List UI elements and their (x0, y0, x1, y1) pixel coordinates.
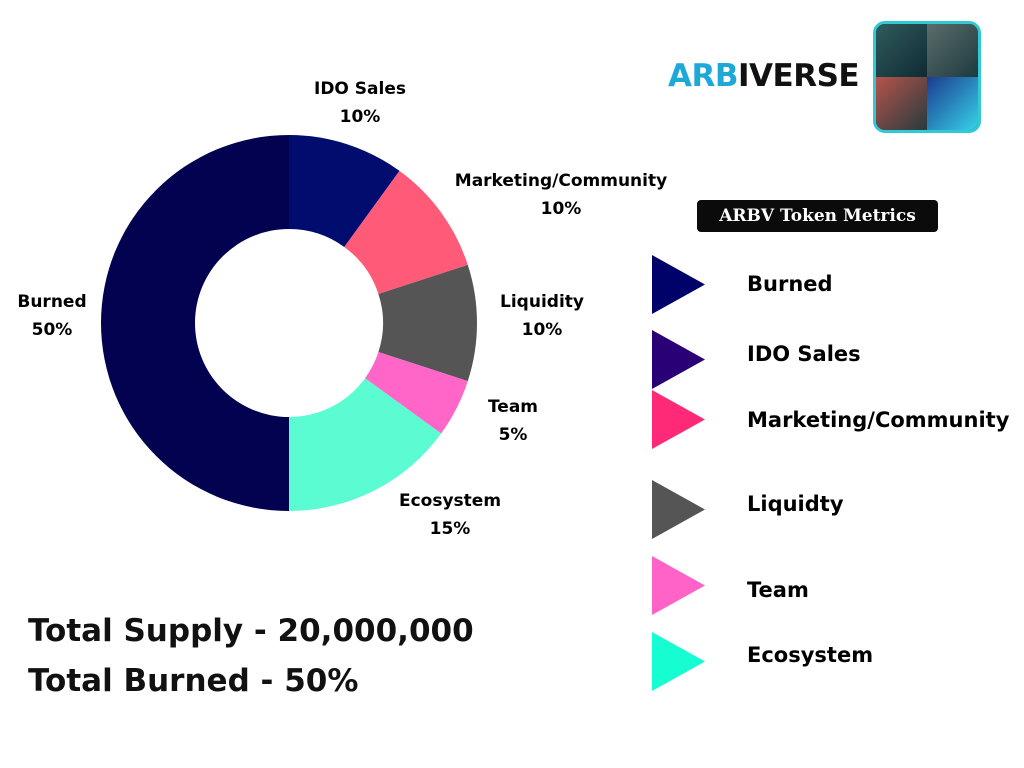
slice-value-ecosystem: 15% (429, 519, 471, 539)
total-burned-text: Total Burned - 50% (28, 663, 359, 699)
logo-tile-icon (927, 77, 978, 130)
brand-name-rest: IVERSE (738, 58, 860, 94)
slice-label-ido-sales: IDO Sales 10% (305, 75, 415, 131)
legend-label-marketing: Marketing/Community (747, 408, 1010, 432)
slice-label-marketing: Marketing/Community 10% (442, 167, 680, 223)
slice-value-team: 5% (498, 425, 528, 445)
legend-markers (652, 255, 705, 691)
slice-value-ido-sales: 10% (339, 107, 381, 127)
legend-marker-ecosystem (652, 632, 705, 691)
slice-value-liquidity: 10% (521, 320, 563, 340)
slice-label-team: Team 5% (478, 393, 548, 449)
brand-name-accent: ARB (668, 58, 739, 94)
legend-label-liquidity: Liquidty (747, 492, 844, 516)
slice-label-ecosystem: Ecosystem 15% (388, 487, 512, 543)
legend-label-burned: Burned (747, 272, 833, 296)
legend-marker-liquidty (652, 480, 705, 539)
slice-name-marketing: Marketing/Community (454, 171, 668, 191)
legend-marker-marketing-community (652, 390, 705, 449)
donut-slice-burned (101, 135, 289, 511)
donut-slice-liquidity (378, 264, 477, 382)
legend-label-ido-sales: IDO Sales (747, 342, 861, 366)
legend-label-team: Team (747, 578, 809, 602)
slice-name-burned: Burned (17, 292, 87, 312)
slice-value-burned: 50% (31, 320, 73, 340)
logo-tile-icon (927, 24, 978, 77)
isometric-city-logo-icon (873, 21, 981, 133)
donut-slice-marketing-community (344, 170, 468, 294)
slice-value-marketing: 10% (540, 199, 582, 219)
logo-tile-icon (876, 77, 927, 130)
token-metrics-title: ARBV Token Metrics (697, 200, 938, 232)
logo-tile-icon (876, 24, 927, 77)
total-supply-text: Total Supply - 20,000,000 (28, 613, 474, 649)
legend-label-ecosystem: Ecosystem (747, 643, 874, 667)
legend-marker-burned (652, 255, 705, 314)
slice-name-liquidity: Liquidity (500, 292, 584, 312)
donut-slices (101, 135, 477, 511)
slice-name-ido-sales: IDO Sales (314, 79, 406, 99)
slice-name-ecosystem: Ecosystem (398, 491, 502, 511)
brand-wordmark: ARBIVERSE (668, 58, 860, 94)
donut-slice-ido-sales (289, 135, 400, 247)
slice-label-liquidity: Liquidity 10% (490, 288, 594, 344)
donut-slice-ecosystem (289, 378, 442, 511)
legend-marker-team (652, 556, 705, 615)
donut-slice-team (365, 352, 468, 434)
slice-name-team: Team (487, 397, 539, 417)
legend-marker-ido-sales (652, 330, 705, 389)
slice-label-burned: Burned 50% (6, 288, 98, 344)
